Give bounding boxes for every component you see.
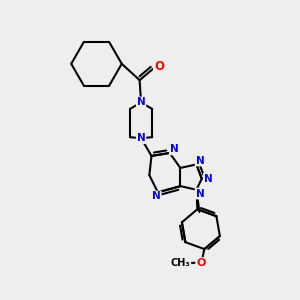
- Text: N: N: [152, 191, 161, 202]
- Text: N: N: [137, 98, 146, 107]
- Text: N: N: [196, 189, 204, 199]
- Text: O: O: [154, 60, 164, 73]
- Text: N: N: [204, 174, 213, 184]
- Text: N: N: [137, 133, 146, 143]
- Text: O: O: [196, 258, 206, 268]
- Text: N: N: [170, 144, 178, 154]
- Text: N: N: [196, 155, 204, 166]
- Text: CH₃: CH₃: [171, 258, 190, 268]
